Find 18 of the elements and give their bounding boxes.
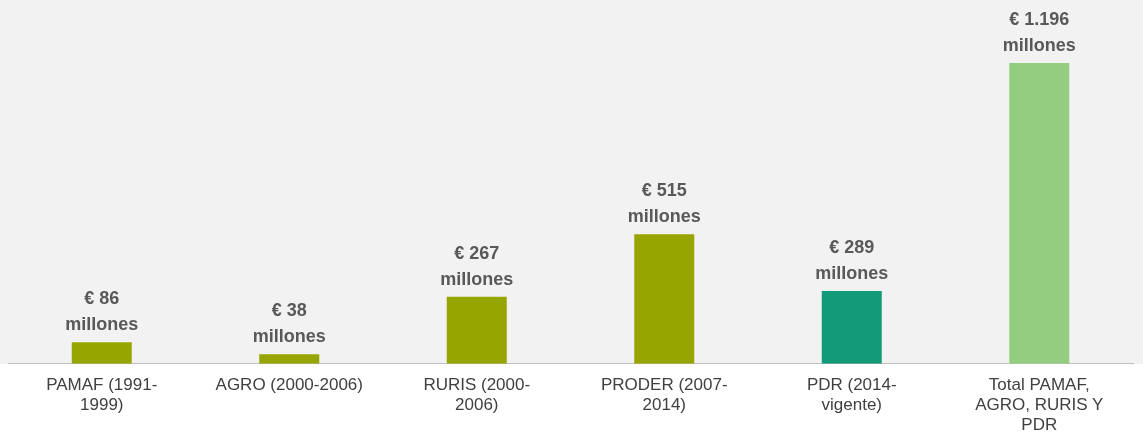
bar xyxy=(1009,63,1070,364)
data-label: € 267 millones xyxy=(440,242,514,289)
data-label: € 38 millones xyxy=(252,300,326,347)
data-label: € 86 millones xyxy=(65,288,139,335)
x-tick-label: PRODER (2007-2014) xyxy=(600,374,728,415)
x-tick-label: Total PAMAF, AGRO, RURIS Y PDR xyxy=(975,374,1104,435)
bar xyxy=(71,342,132,364)
x-tick-label: RURIS (2000-2006) xyxy=(423,374,531,415)
x-tick-label: AGRO (2000-2006) xyxy=(215,374,363,394)
bar xyxy=(821,291,882,364)
x-tick-label: PDR (2014-vigente) xyxy=(806,374,897,415)
bar xyxy=(634,234,695,364)
data-label: € 1.196 millones xyxy=(1002,8,1076,55)
bar xyxy=(446,296,507,364)
x-tick-label: PAMAF (1991-1999) xyxy=(46,374,158,415)
bar xyxy=(259,354,320,364)
data-label: € 289 millones xyxy=(815,237,889,284)
data-label: € 515 millones xyxy=(627,180,701,227)
